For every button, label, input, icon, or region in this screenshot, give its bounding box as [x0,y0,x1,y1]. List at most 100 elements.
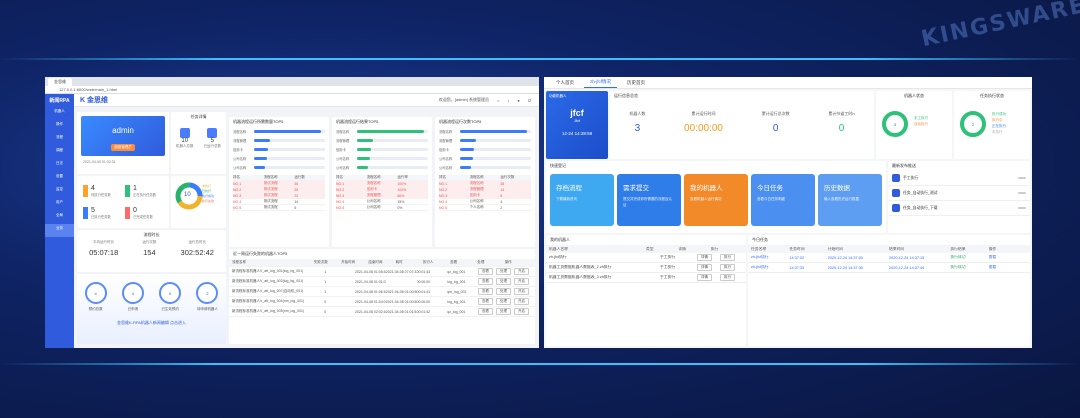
row-action-button[interactable]: 处理 [496,298,511,305]
row-action-button[interactable]: 详情 [697,254,712,261]
ring-item: 4 已申请 [121,282,144,312]
notice-view-button[interactable] [1018,177,1026,179]
notice-view-button[interactable] [1018,192,1026,194]
row-action-button[interactable]: 查看 [478,288,493,295]
td-cell: 流程名称 [469,181,484,185]
row-action-button[interactable]: 查看 [478,278,493,285]
row-action-button[interactable]: 开启 [514,298,529,305]
profile-name: admin [112,126,134,135]
row-action-button[interactable]: 处理 [496,288,511,295]
stat-number: 1 [133,185,137,192]
td-cell: 1 [324,269,327,274]
bell-icon[interactable]: ♪ [507,97,510,103]
user-icon[interactable]: ● [517,97,520,103]
td-cell: 2020-12-24 14:37:44 [888,265,925,270]
td-cell: 2021-04-08 01:00:56 [385,289,417,294]
notice-icon [892,204,900,212]
power-icon[interactable]: ⏻ [527,97,531,103]
sidebar-item-7[interactable]: 用户 [56,200,63,204]
td-cell: 1 [324,279,327,284]
td-cell: 15% [397,199,405,204]
td-cell: 测试流程 [263,181,278,185]
rpa-banner-link[interactable]: 金思维K-RPA机器人新闻编辑 点击进入 [116,320,187,325]
login-time: 2021-04-09 01:32:31 [83,160,116,164]
row-action-button[interactable]: 详情 [697,274,712,281]
row-action-button[interactable]: 开启 [514,288,529,295]
panel-bars: 流程名称 流程管理 信用卡 公司名称 公司名称 [229,127,329,172]
panel-table: 排名 流程名称 运行数 NO.1 测试流程 46 NO.2 测试流程 25 NO.3 测试流程 22 N… [229,172,329,214]
tab-1[interactable]: zh-jfcf情况 [584,77,618,88]
th-cell: 运行率 [397,175,408,179]
td-cell: 00:00:00 [416,299,431,304]
sidebar-item-2[interactable]: 流程 [56,135,63,139]
bar-row: 信用卡 [336,145,428,154]
row-action-button[interactable]: 查看 [478,268,493,275]
row-action-button[interactable]: 详情 [697,264,712,271]
company-logo: K 金思维 [80,97,108,104]
row-action-button[interactable]: 处理 [496,308,511,315]
quick-tile[interactable]: 我的机器人 查看机器人运行情况 [684,174,748,226]
panel-table-row: NO.3 流程管理 66% [336,193,428,199]
sidebar-item-1[interactable]: 操作 [56,122,63,126]
bar-row: 信用卡 [439,145,531,154]
quick-access-card: 快速登记 存档流程 下载最新资讯 需求提交 提交并完成你所需要的流程及认证 我的机器人查… [546,161,886,233]
tab-0[interactable]: 个人首页 [556,79,574,85]
td-cell: 手工执行 [660,275,676,279]
sidebar-item-4[interactable]: 日志 [56,161,63,165]
sidebar-item-3[interactable]: 调度 [56,148,63,152]
row-action-button[interactable]: 开启 [514,308,529,315]
metric-value: 0 [772,123,779,134]
row-action-button[interactable]: 查看 [478,308,493,315]
notice-item[interactable]: 任务_自动执行_下载 [888,201,1030,216]
row-action-button[interactable]: 查看 [478,298,493,305]
donut-legend-item: 已执行 [202,189,212,193]
quick-tile[interactable]: 存档流程 下载最新资讯 [550,174,614,226]
row-action-button[interactable]: 执行 [720,274,735,281]
notice-item[interactable]: 手工执行 [888,171,1030,186]
row-action-button[interactable]: 处理 [496,268,511,275]
tile-title: 需求提交 [623,185,649,192]
sidebar-item-0[interactable]: 机器人 [54,109,65,113]
metric-label: 机器人数 [629,111,646,116]
td-cell: 4 [500,199,503,204]
td-cell: 22 [294,193,299,198]
bar-label: 流程名称 [336,130,350,134]
td-cell: NO.3 [336,193,345,198]
row-action-button[interactable]: 开启 [514,268,529,275]
sidebar-item-8[interactable]: 全局 [56,213,63,217]
row-action-button[interactable]: 处理 [496,278,511,285]
left-sidebar: 机器人操作流程调度日志设置监控用户全局业务 [45,107,74,348]
view-button[interactable]: 查看 [988,265,997,269]
browser-tab[interactable]: 金思维 [48,77,72,86]
sidebar-item-5[interactable]: 设置 [56,174,63,178]
td-cell: 信用卡 [469,193,481,197]
sidebar-item-6[interactable]: 监控 [56,187,63,191]
row-action-button[interactable]: 执行 [720,264,735,271]
quick-tile[interactable]: 今日任务 查看今日任务明细 [751,174,815,226]
robot-profile-time: 12-24 14:38:59 [561,131,593,136]
robot-status-card: 机器人状态 3 手工执行 自动执行 [876,91,952,159]
today-tasks-title: 今日任务 [752,237,768,242]
quick-tile[interactable]: 需求提交 提交并完成你所需要的流程及认证 [617,174,681,226]
sidebar-item-9[interactable]: 业务 [45,224,74,237]
row-action-button[interactable]: 执行 [720,254,735,261]
th-cell: 流程名称 [366,175,381,179]
notice-view-button[interactable] [1018,207,1026,209]
ring-label: 待申请机器人 [196,307,218,311]
address-bar[interactable]: 127.0.0.1:8000/web/main_1.html [45,86,539,94]
home-icon[interactable]: ⌂ [496,97,500,103]
stat-number: 5 [91,207,95,214]
tile-title: 历史数据 [824,185,850,192]
th-cell: 耗时 [395,260,403,264]
stat-text: 5 已执行任务数 [91,207,111,219]
metric-label: 累计运行总次数 [761,111,790,116]
metric-label: 累计节省工时h [828,111,855,116]
row-action-button[interactable]: 开启 [514,278,529,285]
bar-label: 信用卡 [336,148,346,152]
quick-tile[interactable]: 历史数据 输入查看历史运行数据 [818,174,882,226]
tab-2[interactable]: 历史首页 [627,79,646,85]
view-button[interactable]: 查看 [988,255,997,259]
td-cell: zh-jfcf执行 [751,255,769,259]
notice-item[interactable]: 任务_自动执行_测试 [888,186,1030,201]
td-cell: 0 [324,299,327,304]
